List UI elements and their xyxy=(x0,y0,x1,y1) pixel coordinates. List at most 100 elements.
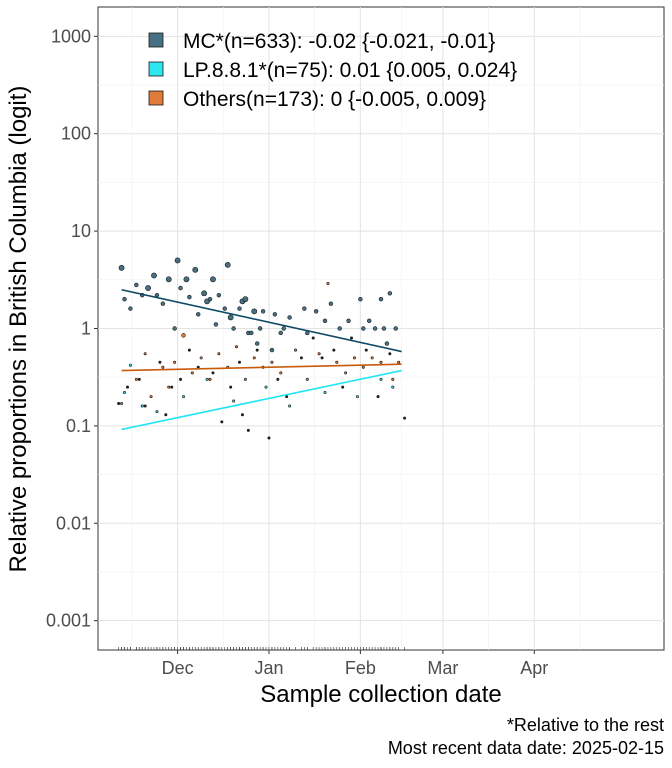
data-point xyxy=(134,282,139,288)
x-tick-label: Jan xyxy=(254,658,283,678)
data-point xyxy=(143,352,147,356)
data-point xyxy=(311,336,315,340)
data-point xyxy=(134,377,138,381)
data-point xyxy=(358,296,363,302)
date-rug xyxy=(118,647,405,650)
data-point xyxy=(151,272,157,279)
data-point xyxy=(361,365,365,369)
data-point xyxy=(252,356,256,360)
data-point xyxy=(367,318,372,323)
data-point xyxy=(302,306,307,311)
data-point xyxy=(393,326,398,331)
data-point xyxy=(179,377,183,381)
data-point xyxy=(391,377,395,381)
data-point xyxy=(272,312,278,317)
data-point xyxy=(231,326,236,331)
data-point xyxy=(201,290,208,297)
data-point xyxy=(249,330,254,336)
data-point xyxy=(257,326,263,331)
data-point xyxy=(117,401,121,405)
data-point xyxy=(251,308,258,315)
data-point xyxy=(170,385,174,389)
data-point xyxy=(285,395,289,399)
caption-relative-note: *Relative to the rest xyxy=(507,715,664,735)
data-points xyxy=(117,257,407,440)
data-point xyxy=(260,309,266,314)
data-point xyxy=(242,296,249,303)
y-tick-label: 100 xyxy=(61,124,91,144)
data-point xyxy=(255,348,259,352)
data-point xyxy=(326,281,330,285)
data-point xyxy=(313,309,319,314)
data-point xyxy=(140,404,144,408)
data-point xyxy=(238,360,242,364)
legend-label: LP.8.8.1*(n=75): 0.01 {0.005, 0.024} xyxy=(183,59,517,82)
y-tick-label: 1000 xyxy=(51,26,91,46)
fit-line xyxy=(121,288,402,353)
data-point xyxy=(120,401,124,405)
data-point xyxy=(128,363,132,367)
data-point xyxy=(122,296,127,302)
data-point xyxy=(276,377,280,381)
data-point xyxy=(164,413,168,417)
data-point xyxy=(161,365,165,369)
data-point xyxy=(224,261,231,268)
x-axis-title: Sample collection date xyxy=(260,681,501,708)
data-point xyxy=(229,385,233,389)
data-point xyxy=(387,291,393,296)
grid xyxy=(98,7,664,650)
data-point xyxy=(355,395,359,399)
data-point xyxy=(379,360,383,364)
data-point xyxy=(187,348,191,352)
data-point xyxy=(216,292,222,298)
data-point xyxy=(294,348,298,352)
data-point xyxy=(240,413,244,417)
data-point xyxy=(222,306,227,311)
data-point xyxy=(370,356,374,360)
y-axis: 0.001 0.01 0.1 1 10 100 1000 xyxy=(46,26,98,631)
legend-key xyxy=(148,61,164,77)
data-point xyxy=(264,385,268,389)
data-point xyxy=(320,356,324,360)
data-point xyxy=(190,371,194,375)
data-point xyxy=(192,266,199,273)
data-point xyxy=(232,399,236,403)
data-point xyxy=(288,404,292,408)
data-point xyxy=(213,322,219,327)
data-point xyxy=(391,385,395,389)
data-point xyxy=(143,404,147,408)
data-point xyxy=(208,377,212,381)
data-point xyxy=(178,285,183,291)
x-tick-label: Mar xyxy=(427,658,458,678)
data-point xyxy=(388,352,392,356)
data-point xyxy=(254,341,260,346)
y-tick-label: 0.01 xyxy=(56,513,91,533)
data-point xyxy=(199,356,203,360)
data-point xyxy=(137,377,141,381)
data-point xyxy=(210,276,216,283)
data-point xyxy=(337,326,342,331)
data-point xyxy=(344,371,348,375)
data-point xyxy=(155,410,159,414)
data-point xyxy=(278,330,283,336)
data-point xyxy=(323,391,327,395)
data-point xyxy=(352,356,356,360)
x-axis: Dec Jan Feb Mar Apr xyxy=(162,650,548,678)
y-tick-label: 0.001 xyxy=(46,611,91,631)
data-point xyxy=(361,326,366,331)
data-point xyxy=(381,326,387,331)
data-point xyxy=(125,385,129,389)
data-point xyxy=(128,306,133,311)
data-point xyxy=(118,264,125,271)
data-point xyxy=(187,294,192,300)
data-point xyxy=(174,257,181,264)
data-point xyxy=(379,377,383,381)
y-axis-title: Relative proportions in British Columbia… xyxy=(5,86,32,573)
data-point xyxy=(267,436,271,440)
data-point xyxy=(211,371,215,375)
legend-key xyxy=(148,90,164,106)
data-point xyxy=(328,301,334,306)
legend-label: MC*(n=633): -0.02 {-0.021, -0.01} xyxy=(183,30,495,53)
x-tick-label: Dec xyxy=(162,658,194,678)
data-point xyxy=(172,326,177,331)
